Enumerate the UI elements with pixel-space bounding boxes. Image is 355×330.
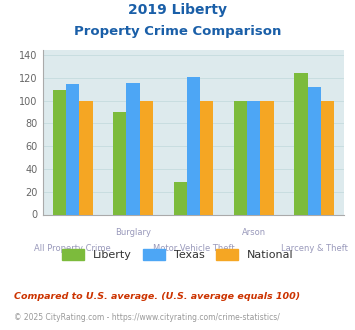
Bar xyxy=(66,83,80,214)
Legend: Liberty, Texas, National: Liberty, Texas, National xyxy=(58,245,297,263)
Bar xyxy=(187,77,200,214)
Bar xyxy=(80,101,93,214)
Bar xyxy=(321,101,334,214)
Text: © 2025 CityRating.com - https://www.cityrating.com/crime-statistics/: © 2025 CityRating.com - https://www.city… xyxy=(14,314,280,322)
Text: Property Crime Comparison: Property Crime Comparison xyxy=(74,25,281,38)
Bar xyxy=(261,101,274,214)
Text: Compared to U.S. average. (U.S. average equals 100): Compared to U.S. average. (U.S. average … xyxy=(14,292,300,301)
Bar xyxy=(174,182,187,215)
Bar xyxy=(53,90,66,214)
Bar xyxy=(126,82,140,214)
Text: Burglary: Burglary xyxy=(115,228,151,237)
Bar xyxy=(294,73,307,214)
Text: Motor Vehicle Theft: Motor Vehicle Theft xyxy=(153,244,234,253)
Bar xyxy=(113,112,126,214)
Bar xyxy=(247,101,261,214)
Bar xyxy=(234,101,247,214)
Text: All Property Crime: All Property Crime xyxy=(34,244,111,253)
Bar xyxy=(140,101,153,214)
Bar xyxy=(307,87,321,214)
Text: 2019 Liberty: 2019 Liberty xyxy=(128,3,227,17)
Text: Larceny & Theft: Larceny & Theft xyxy=(281,244,348,253)
Bar xyxy=(200,101,213,214)
Text: Arson: Arson xyxy=(242,228,266,237)
